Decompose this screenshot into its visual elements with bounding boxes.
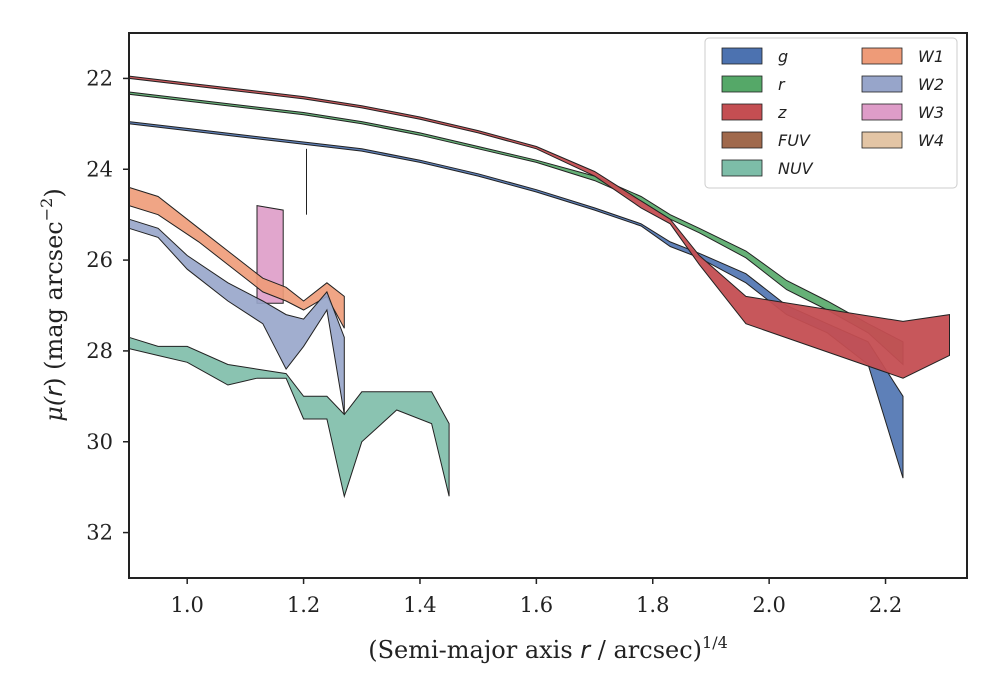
y-tick-label: 22 <box>86 66 113 90</box>
legend-swatch-g <box>721 47 763 65</box>
band-w2 <box>128 218 345 415</box>
y-tick-label: 30 <box>86 430 113 454</box>
band-z <box>128 75 950 379</box>
x-axis-label-main: (Semi-major axis <box>368 636 580 664</box>
x-tick-label: 1.0 <box>170 593 203 617</box>
x-tick-label: 1.8 <box>636 593 669 617</box>
x-tick-label: 2.0 <box>752 593 785 617</box>
y-tick-label: 28 <box>86 339 113 363</box>
x-axis-label-tail: / arcsec) <box>590 636 702 664</box>
y-axis-label-close: ) <box>40 188 68 197</box>
legend-label-w3: W3 <box>918 103 944 122</box>
y-tick-label: 26 <box>86 248 113 272</box>
y-axis-label-var: r <box>40 385 68 397</box>
legend-swatch-w3 <box>861 103 903 121</box>
legend-label-w4: W4 <box>918 131 944 150</box>
legend-label-w2: W2 <box>918 75 944 94</box>
band-g <box>128 121 904 479</box>
x-axis-label: (Semi-major axis r / arcsec)1/4 <box>368 633 728 664</box>
legend-label-z: z <box>777 103 787 122</box>
legend-label-r: r <box>778 75 786 94</box>
x-axis-label-var: r <box>580 636 592 664</box>
y-axis-label: μ(r) (mag arcsec−2) <box>37 188 68 421</box>
legend-swatch-fuv <box>721 131 763 149</box>
legend-swatch-w2 <box>861 75 903 93</box>
y-tick-label: 24 <box>86 157 113 181</box>
legend: grz FUV NUV W1 W2 W3 W4 <box>704 37 958 189</box>
band-nuv <box>128 336 450 499</box>
x-tick-label: 1.2 <box>287 593 320 617</box>
y-axis-label-mu: μ( <box>40 396 68 422</box>
y-tick-label: 32 <box>86 521 113 545</box>
ticks-layer: 1.0 1.2 1.4 1.6 1.8 2.0 2.2 22 24 26 28 30 32 <box>86 66 902 617</box>
x-tick-label: 1.6 <box>520 593 553 617</box>
band-w1 <box>128 186 345 329</box>
x-tick-label: 2.2 <box>869 593 902 617</box>
legend-swatch-w4 <box>861 131 903 149</box>
x-tick-label: 1.4 <box>403 593 436 617</box>
legend-label-g: g <box>778 47 788 66</box>
y-axis-label-exponent: −2 <box>37 198 56 222</box>
legend-swatch-nuv <box>721 159 763 177</box>
legend-items: grz FUV NUV W1 W2 W3 W4 <box>721 47 944 178</box>
legend-label-w1: W1 <box>918 47 944 66</box>
legend-swatch-r <box>721 75 763 93</box>
legend-swatch-z <box>721 103 763 121</box>
legend-swatch-w1 <box>861 47 903 65</box>
legend-label-nuv: NUV <box>778 159 814 178</box>
bands-layer <box>128 75 950 499</box>
legend-box <box>704 37 958 189</box>
legend-label-fuv: FUV <box>778 131 811 150</box>
x-axis-label-exponent: 1/4 <box>702 633 728 652</box>
y-axis-label-mid: ) (mag arcsec <box>40 221 68 387</box>
plot-frame <box>128 32 968 579</box>
